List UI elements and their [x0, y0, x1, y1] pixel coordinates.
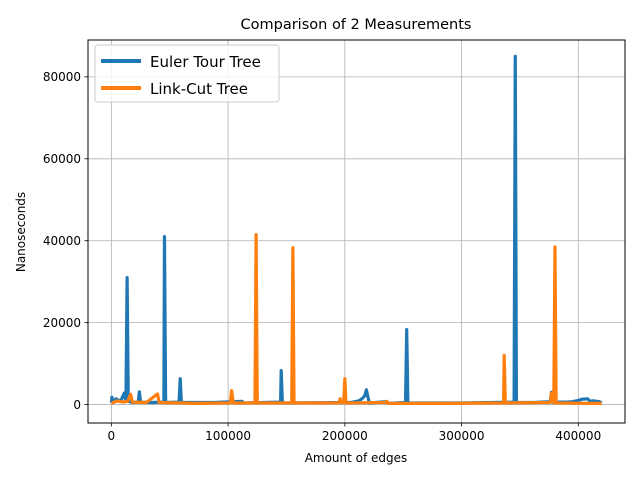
- y-axis-label: Nanoseconds: [14, 192, 28, 272]
- x-axis-label: Amount of edges: [305, 451, 408, 465]
- grid: [88, 40, 625, 423]
- x-tick-label: 400000: [555, 429, 601, 443]
- y-tick-label: 80000: [43, 70, 81, 84]
- x-axis-ticks: 0 100000 200000 300000 400000: [108, 423, 601, 443]
- legend: Euler Tour Tree Link-Cut Tree: [94, 44, 280, 103]
- x-tick-label: 100000: [205, 429, 251, 443]
- legend-label-euler-tour-tree: Euler Tour Tree: [150, 53, 261, 71]
- y-axis-ticks: 0 20000 40000 60000 80000: [43, 70, 88, 412]
- x-tick-label: 300000: [439, 429, 485, 443]
- y-tick-label: 60000: [43, 152, 81, 166]
- y-tick-label: 40000: [43, 234, 81, 248]
- y-tick-label: 20000: [43, 316, 81, 330]
- chart-title: Comparison of 2 Measurements: [241, 17, 472, 33]
- x-tick-label: 0: [108, 429, 116, 443]
- series-line-link-cut-tree: [110, 232, 602, 405]
- y-tick-label: 0: [73, 398, 81, 412]
- legend-label-link-cut-tree: Link-Cut Tree: [150, 80, 248, 98]
- x-tick-label: 200000: [322, 429, 368, 443]
- plot-frame: [87, 39, 626, 424]
- series-layer: [109, 54, 603, 405]
